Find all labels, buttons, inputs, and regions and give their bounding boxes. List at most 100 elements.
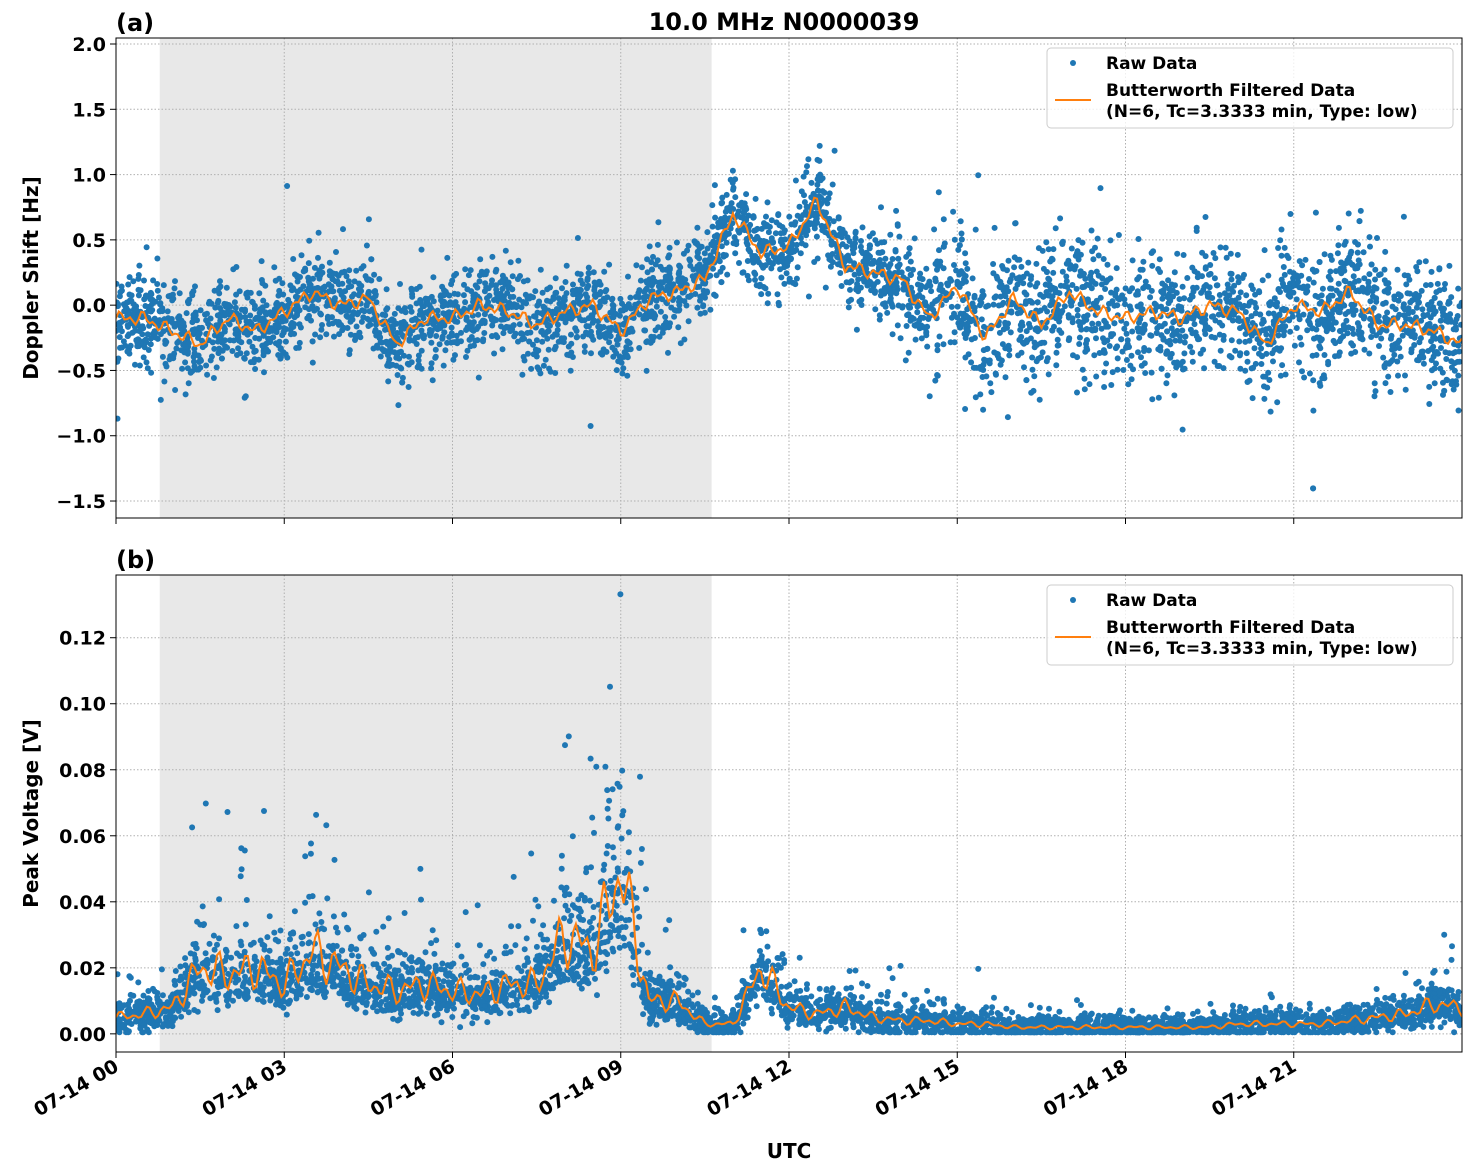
raw-data-point: [719, 195, 725, 201]
raw-data-point: [1316, 343, 1322, 349]
raw-data-point: [675, 324, 681, 330]
raw-data-point: [653, 262, 659, 268]
raw-data-point: [264, 302, 270, 308]
raw-data-point: [1258, 361, 1264, 367]
raw-data-point: [710, 224, 716, 230]
raw-data-point: [217, 278, 223, 284]
raw-data-point: [997, 330, 1003, 336]
raw-data-point: [994, 274, 1000, 280]
raw-data-point: [129, 292, 135, 298]
raw-data-point: [1281, 264, 1287, 270]
raw-data-point: [1101, 337, 1107, 343]
raw-data-point: [778, 239, 784, 245]
raw-data-point: [184, 310, 190, 316]
raw-data-point: [968, 359, 974, 365]
raw-data-point: [1268, 409, 1274, 415]
raw-data-point: [712, 244, 718, 250]
raw-data-point: [346, 284, 352, 290]
raw-data-point: [439, 336, 445, 342]
raw-data-point: [750, 215, 756, 221]
raw-data-point: [1256, 288, 1262, 294]
raw-data-point: [145, 365, 151, 371]
raw-data-point: [1127, 288, 1133, 294]
raw-data-point: [923, 266, 929, 272]
raw-data-point: [936, 189, 942, 195]
raw-data-point: [1376, 272, 1382, 278]
raw-data-point: [1292, 343, 1298, 349]
raw-data-point: [130, 278, 136, 284]
raw-data-point: [1189, 265, 1195, 271]
raw-data-point: [707, 307, 713, 313]
raw-data-point: [138, 287, 144, 293]
raw-data-point: [893, 247, 899, 253]
raw-data-point: [477, 256, 483, 262]
raw-data-point: [962, 406, 968, 412]
raw-data-point: [815, 176, 821, 182]
raw-data-point: [458, 330, 464, 336]
raw-data-point: [578, 271, 584, 277]
raw-data-point: [800, 212, 806, 218]
raw-data-point: [959, 280, 965, 286]
raw-data-point: [906, 251, 912, 257]
raw-data-point: [395, 402, 401, 408]
raw-data-point: [1091, 352, 1097, 358]
raw-data-point: [1443, 356, 1449, 362]
raw-data-point: [654, 1022, 660, 1028]
raw-data-point: [814, 234, 820, 240]
raw-data-point: [1450, 350, 1456, 356]
raw-data-point: [117, 289, 123, 295]
raw-data-point: [1452, 368, 1458, 374]
raw-data-point: [686, 318, 692, 324]
raw-data-point: [998, 362, 1004, 368]
raw-data-point: [1374, 986, 1380, 992]
raw-data-point: [1179, 328, 1185, 334]
raw-data-point: [1349, 262, 1355, 268]
raw-data-point: [264, 347, 270, 353]
raw-data-point: [1156, 323, 1162, 329]
raw-data-point: [1260, 317, 1266, 323]
raw-data-point: [769, 235, 775, 241]
raw-data-point: [699, 264, 705, 270]
raw-data-point: [1338, 260, 1344, 266]
raw-data-point: [1456, 408, 1462, 414]
raw-data-point: [749, 253, 755, 259]
raw-data-point: [1167, 341, 1173, 347]
raw-data-point: [307, 281, 313, 287]
raw-data-point: [924, 344, 930, 350]
raw-data-point: [854, 327, 860, 333]
raw-data-point: [670, 281, 676, 287]
raw-data-point: [1136, 236, 1142, 242]
raw-data-point: [901, 287, 907, 293]
raw-data-point: [365, 277, 371, 283]
raw-data-point: [588, 350, 594, 356]
raw-data-point: [386, 360, 392, 366]
raw-data-point: [1187, 344, 1193, 350]
raw-data-point: [348, 332, 354, 338]
raw-data-point: [1190, 316, 1196, 322]
raw-data-point: [143, 293, 149, 299]
y-tick-label: 0.0: [72, 295, 106, 317]
raw-data-point: [1114, 302, 1120, 308]
raw-data-point: [1072, 266, 1078, 272]
raw-data-point: [1035, 299, 1041, 305]
raw-data-point: [665, 350, 671, 356]
raw-data-point: [1094, 269, 1100, 275]
raw-data-point: [1228, 298, 1234, 304]
raw-data-point: [1266, 326, 1272, 332]
raw-data-point: [1314, 352, 1320, 358]
raw-data-point: [626, 301, 632, 307]
raw-data-point: [347, 347, 353, 353]
raw-data-point: [219, 356, 225, 362]
raw-data-point: [898, 335, 904, 341]
raw-data-point: [593, 764, 599, 770]
raw-data-point: [1217, 292, 1223, 298]
y-tick-label: −1.0: [56, 426, 106, 448]
raw-data-point: [414, 286, 420, 292]
raw-data-point: [997, 284, 1003, 290]
raw-data-point: [736, 260, 742, 266]
raw-data-point: [908, 259, 914, 265]
raw-data-point: [793, 178, 799, 184]
raw-data-point: [840, 227, 846, 233]
raw-data-point: [168, 318, 174, 324]
raw-data-point: [876, 258, 882, 264]
